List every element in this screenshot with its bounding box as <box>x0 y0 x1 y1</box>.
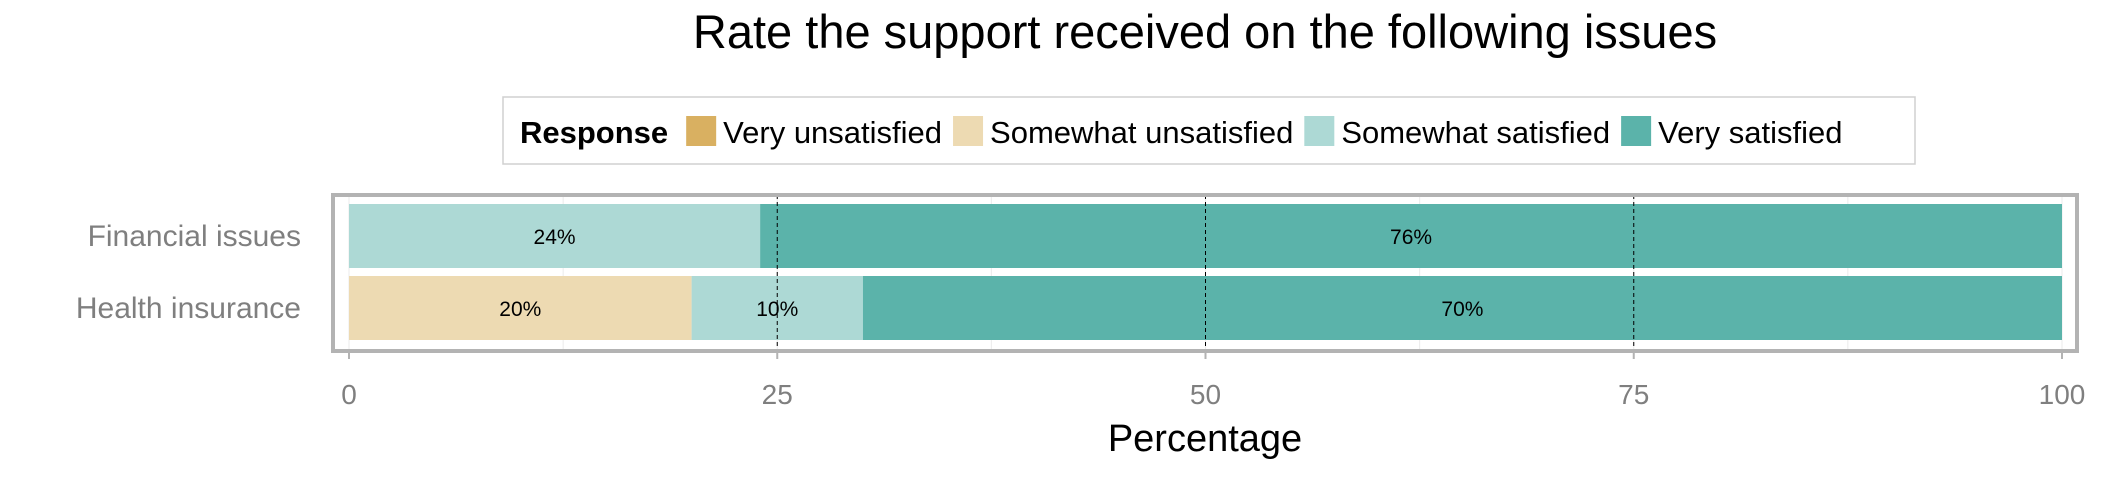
legend-swatch <box>686 116 717 146</box>
data-label: 10% <box>756 298 798 321</box>
legend: Response Very unsatisfied Somewhat unsati… <box>502 96 1916 165</box>
chart-title: Rate the support received on the followi… <box>693 5 1717 58</box>
category-label: Health insurance <box>76 292 301 325</box>
legend-label: Very unsatisfied <box>723 115 942 150</box>
bar-financial-issues-somewhat-satisfied <box>349 204 761 268</box>
category-label: Financial issues <box>88 220 301 253</box>
legend-label: Very satisfied <box>1658 115 1842 150</box>
data-label: 76% <box>1390 226 1432 249</box>
legend-title: Response <box>520 115 668 150</box>
bar-health-insurance-somewhat-unsatisfied <box>349 276 692 340</box>
plot-area: 24% 76% 20% 10% 70% Financial issues Health i… <box>76 193 2086 410</box>
x-tick-label: 25 <box>762 379 793 410</box>
legend-item-very-satisfied: Very satisfied <box>1621 115 1843 150</box>
x-tick-label: 75 <box>1618 379 1649 410</box>
legend-swatch <box>953 116 984 146</box>
legend-box <box>502 96 1916 165</box>
legend-item-somewhat-unsatisfied: Somewhat unsatisfied <box>953 115 1293 150</box>
x-axis-title: Percentage <box>1108 418 1302 460</box>
legend-label: Somewhat unsatisfied <box>990 115 1293 150</box>
x-tick-label: 0 <box>341 379 357 410</box>
legend-swatch <box>1304 116 1335 146</box>
x-tick-label: 100 <box>2039 379 2086 410</box>
bar-financial-issues-very-satisfied <box>760 204 2062 268</box>
data-label: 70% <box>1441 298 1483 321</box>
x-tick-label: 50 <box>1190 379 1221 410</box>
data-label: 24% <box>534 226 576 249</box>
legend-label: Somewhat satisfied <box>1341 115 1610 150</box>
bar-health-insurance-very-satisfied <box>862 276 2062 340</box>
legend-swatch <box>1621 116 1652 146</box>
legend-item-somewhat-satisfied: Somewhat satisfied <box>1304 115 1610 150</box>
legend-item-very-unsatisfied: Very unsatisfied <box>686 115 942 150</box>
data-label: 20% <box>499 298 541 321</box>
